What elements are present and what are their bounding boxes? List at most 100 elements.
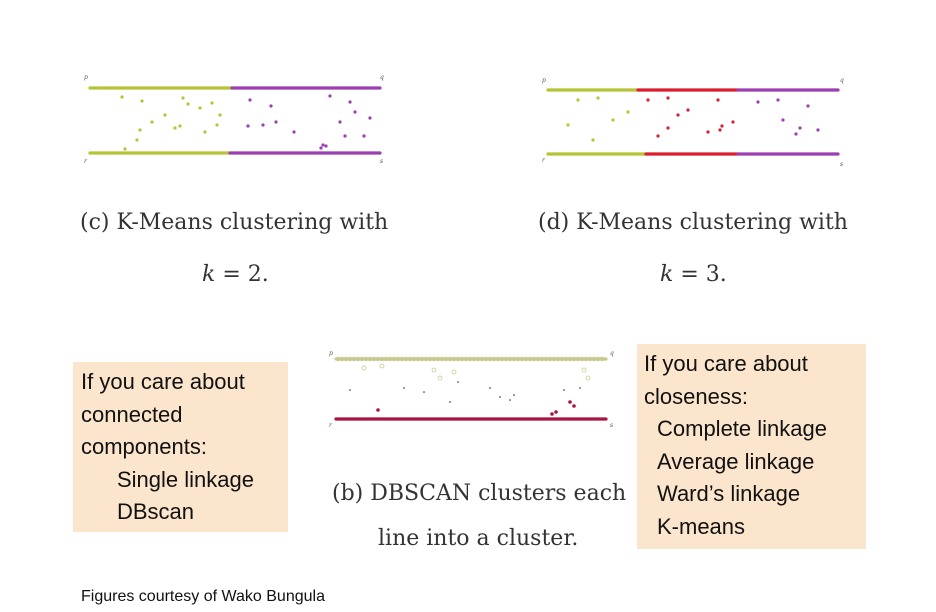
data-point: [269, 104, 273, 108]
corner-label-p: p: [542, 77, 546, 84]
data-point: [720, 124, 724, 128]
data-point: [483, 356, 489, 362]
data-point: [587, 356, 593, 362]
data-point: [451, 369, 457, 375]
data-point: [543, 356, 549, 362]
noise-point: [579, 387, 581, 389]
noise-point: [403, 387, 405, 389]
caption-c: (c) K-Means clustering with: [80, 210, 389, 235]
data-point: [475, 356, 481, 362]
data-point: [656, 134, 660, 138]
corner-label-r: r: [329, 422, 333, 429]
data-point: [579, 356, 585, 362]
closeness-box: If you care about closeness: Complete li…: [637, 344, 866, 549]
wards-linkage-item: Ward’s linkage: [657, 481, 801, 506]
data-point: [686, 108, 690, 112]
data-point: [535, 356, 541, 362]
data-point: [411, 356, 417, 362]
data-point: [575, 356, 581, 362]
corner-label-s: s: [380, 158, 383, 165]
data-point: [328, 94, 332, 98]
caption-b-line2: line into a cluster.: [378, 526, 579, 551]
data-point: [178, 124, 182, 128]
data-point: [395, 356, 401, 362]
average-linkage-item: Average linkage: [657, 448, 815, 474]
data-point: [511, 356, 517, 362]
data-point: [591, 356, 597, 362]
kmeans-item: K-means: [657, 513, 746, 539]
data-point: [355, 356, 361, 362]
data-point: [353, 110, 357, 114]
caption-c-value: = 2.: [215, 262, 269, 287]
data-point: [437, 375, 443, 381]
data-point: [203, 130, 207, 134]
noise-point: [499, 396, 501, 398]
data-point: [676, 113, 680, 117]
data-point: [439, 356, 445, 362]
data-point: [218, 113, 222, 117]
data-point: [163, 113, 167, 117]
data-point: [567, 356, 573, 362]
data-point: [443, 356, 449, 362]
data-point: [731, 120, 735, 124]
data-point: [387, 356, 393, 362]
data-point: [499, 356, 505, 362]
data-point: [566, 123, 570, 127]
data-point: [198, 106, 202, 110]
data-point: [718, 128, 722, 132]
data-point: [359, 356, 365, 362]
data-point: [140, 99, 144, 103]
data-point: [576, 98, 580, 102]
data-point: [135, 138, 139, 142]
data-point: [595, 356, 601, 362]
data-point: [666, 126, 670, 130]
data-point: [459, 356, 465, 362]
data-point: [559, 356, 565, 362]
data-point: [491, 356, 497, 362]
corner-label-s: s: [610, 422, 613, 429]
data-point: [547, 356, 553, 362]
data-point: [467, 356, 473, 362]
noise-point: [449, 401, 451, 403]
data-point: [626, 110, 630, 114]
data-point: [523, 356, 529, 362]
data-point: [507, 356, 513, 362]
data-point: [550, 412, 554, 416]
data-point: [519, 356, 525, 362]
data-point: [419, 356, 425, 362]
data-point: [210, 101, 214, 105]
data-point: [338, 120, 342, 124]
data-point: [319, 146, 323, 150]
corner-label-q: q: [380, 74, 384, 81]
data-point: [646, 98, 650, 102]
corner-label-r: r: [84, 158, 88, 165]
data-point: [599, 356, 605, 362]
data-point: [527, 356, 533, 362]
data-point: [716, 98, 720, 102]
data-point: [495, 356, 501, 362]
caption-b-line1: (b) DBSCAN clusters each: [332, 481, 627, 506]
single-linkage-item: Single linkage: [117, 466, 254, 492]
data-point: [798, 126, 802, 130]
data-point: [451, 356, 457, 362]
data-point: [343, 356, 349, 362]
data-point: [515, 356, 521, 362]
data-point: [431, 356, 437, 362]
data-point: [415, 356, 421, 362]
noise-point: [457, 381, 459, 383]
data-point: [503, 356, 509, 362]
data-point: [706, 130, 710, 134]
data-point: [246, 124, 250, 128]
corner-label-r: r: [542, 157, 546, 164]
data-point: [343, 134, 347, 138]
data-point: [186, 102, 190, 106]
box-line: components:: [81, 434, 207, 459]
data-point: [447, 356, 453, 362]
data-point: [351, 356, 357, 362]
data-point: [756, 100, 760, 104]
data-point: [348, 100, 352, 104]
corner-label-q: q: [840, 77, 844, 84]
noise-point: [423, 391, 425, 393]
caption-d: (d) K-Means clustering with: [538, 210, 848, 235]
complete-linkage-item: Complete linkage: [657, 416, 827, 441]
